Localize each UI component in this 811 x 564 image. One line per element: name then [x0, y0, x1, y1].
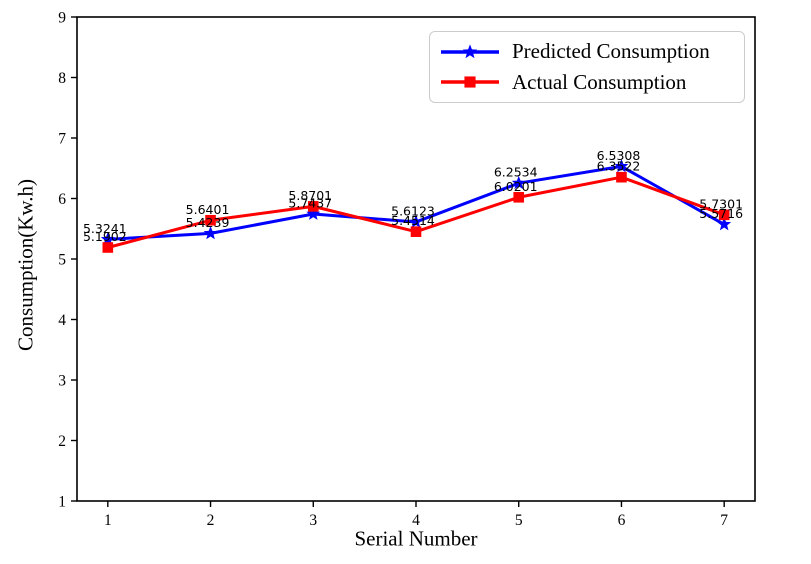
- star-marker-icon: [441, 44, 499, 59]
- y-tick-label: 4: [58, 312, 66, 329]
- y-tick-label: 9: [58, 10, 66, 27]
- x-tick-label: 4: [412, 512, 420, 529]
- series-predicted: [100, 159, 732, 246]
- x-tick-label: 2: [207, 512, 215, 529]
- x-tick-label: 1: [104, 512, 112, 529]
- y-tick-label: 8: [58, 70, 66, 87]
- point-value-label: 5.3241: [83, 221, 127, 236]
- point-value-label: 5.5716: [699, 206, 743, 221]
- point-value-label: 6.0201: [494, 179, 538, 194]
- point-value-label: 5.8701: [288, 188, 332, 203]
- legend-item-actual: Actual Consumption: [439, 69, 744, 94]
- y-tick-label: 3: [58, 373, 66, 390]
- legend: Predicted Consumption Actual Consumption: [429, 31, 745, 103]
- legend-item-predicted: Predicted Consumption: [439, 41, 744, 62]
- square-marker-icon: [441, 76, 499, 88]
- point-value-label: 5.1902: [83, 229, 127, 244]
- legend-label-actual: Actual Consumption: [512, 69, 687, 94]
- x-tick-label: 3: [309, 512, 317, 529]
- y-tick-label: 6: [58, 191, 66, 208]
- y-axis-label: Consumption(Kw.h): [13, 179, 38, 351]
- y-tick-label: 2: [58, 433, 66, 450]
- x-tick-label: 5: [515, 512, 523, 529]
- point-value-label: 5.7301: [699, 196, 743, 211]
- x-tick-label: 6: [618, 512, 626, 529]
- point-value-label: 5.4514: [391, 213, 435, 228]
- point-value-label: 5.7437: [288, 196, 332, 211]
- point-value-label: 5.4239: [186, 215, 230, 230]
- point-value-label: 5.6123: [391, 203, 435, 218]
- point-value-label: 6.2534: [494, 165, 538, 180]
- x-tick-label: 7: [720, 512, 728, 529]
- x-axis-label: Serial Number: [354, 526, 478, 551]
- point-value-label: 6.5308: [597, 148, 641, 163]
- y-tick-label: 5: [58, 252, 66, 269]
- y-tick-label: 1: [58, 494, 66, 511]
- point-value-label: 5.6401: [186, 202, 230, 217]
- series-actual: [102, 171, 730, 253]
- y-tick-label: 7: [58, 131, 66, 148]
- legend-label-predicted: Predicted Consumption: [512, 39, 710, 64]
- point-value-label: 6.3522: [597, 159, 641, 174]
